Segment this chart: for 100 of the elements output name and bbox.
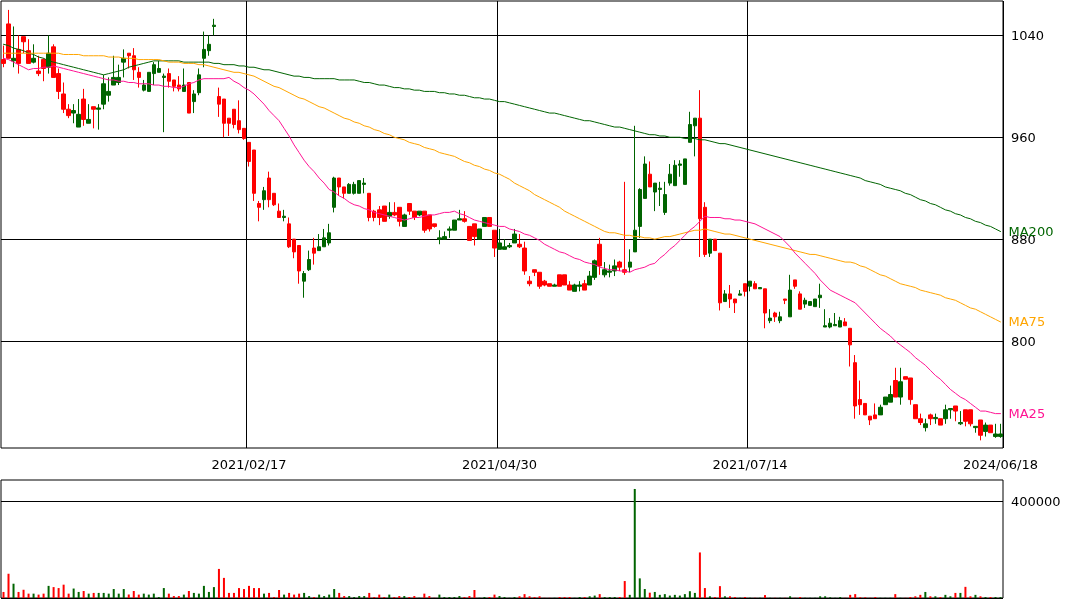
bar bbox=[368, 592, 371, 598]
candlestick bbox=[958, 410, 963, 426]
bar bbox=[122, 589, 125, 598]
candlestick bbox=[793, 279, 797, 290]
series-label: MA75 bbox=[1008, 314, 1046, 330]
candlestick bbox=[197, 68, 201, 96]
candlestick bbox=[307, 250, 311, 272]
candlestick bbox=[663, 181, 667, 216]
y-tick-label: 800 bbox=[1011, 333, 1036, 349]
y-tick-label: 960 bbox=[1011, 129, 1036, 145]
bar bbox=[473, 590, 476, 598]
candlestick bbox=[628, 248, 632, 273]
bar bbox=[718, 586, 721, 598]
candlestick bbox=[978, 419, 983, 441]
candlestick bbox=[262, 186, 266, 211]
candlestick bbox=[718, 252, 722, 311]
candlestick bbox=[783, 298, 787, 305]
bar bbox=[47, 585, 50, 598]
bar bbox=[7, 573, 10, 598]
candlestick bbox=[417, 210, 422, 217]
bar bbox=[52, 587, 55, 598]
candlestick bbox=[713, 238, 717, 252]
bar bbox=[688, 591, 691, 598]
candlestick bbox=[778, 311, 782, 324]
bar bbox=[854, 594, 857, 598]
candlestick bbox=[953, 405, 958, 422]
candlestick bbox=[723, 289, 727, 303]
candlestick bbox=[928, 413, 933, 426]
bar bbox=[303, 592, 306, 598]
y-tick-label: 400000 bbox=[1011, 493, 1061, 509]
candlestick bbox=[648, 160, 652, 188]
candlestick bbox=[597, 237, 602, 276]
bar bbox=[268, 592, 271, 598]
bar bbox=[237, 588, 240, 598]
bar bbox=[72, 588, 75, 598]
bar bbox=[232, 592, 235, 598]
bar bbox=[849, 594, 852, 598]
bar bbox=[673, 594, 676, 598]
bar bbox=[12, 583, 15, 598]
candlestick bbox=[162, 73, 166, 133]
bar bbox=[598, 594, 601, 598]
bar bbox=[919, 594, 922, 598]
candlestick bbox=[617, 260, 622, 272]
candlestick bbox=[582, 279, 587, 291]
x-tick-label: 2021/04/30 bbox=[462, 457, 537, 472]
bar bbox=[92, 592, 95, 598]
bar bbox=[288, 592, 291, 598]
candlestick bbox=[91, 106, 96, 129]
candlestick bbox=[512, 228, 517, 244]
bar bbox=[523, 594, 526, 598]
bar bbox=[633, 488, 636, 598]
series-label: MA25 bbox=[1008, 406, 1046, 422]
candlestick bbox=[121, 48, 126, 78]
candlestick bbox=[137, 66, 141, 89]
candlestick bbox=[988, 424, 993, 434]
candlestick bbox=[26, 38, 31, 64]
bar bbox=[333, 589, 336, 598]
bar bbox=[693, 592, 696, 598]
candlestick bbox=[738, 289, 742, 296]
candlestick bbox=[843, 317, 847, 327]
candlestick bbox=[96, 103, 101, 131]
candlestick bbox=[527, 275, 532, 287]
candlestick bbox=[6, 9, 11, 59]
candlestick bbox=[898, 367, 903, 406]
bar bbox=[192, 592, 195, 598]
bar bbox=[964, 586, 967, 598]
candlestick bbox=[517, 233, 522, 249]
bar bbox=[924, 591, 927, 598]
bar bbox=[212, 587, 215, 598]
bar bbox=[112, 589, 115, 598]
candlestick bbox=[477, 228, 482, 240]
candlestick bbox=[1, 45, 6, 68]
bar bbox=[628, 594, 631, 598]
bar bbox=[97, 592, 100, 598]
bar bbox=[643, 589, 646, 598]
candlestick bbox=[552, 283, 557, 287]
candlestick bbox=[973, 425, 978, 434]
candlestick bbox=[923, 418, 928, 432]
candlestick bbox=[938, 418, 943, 426]
bar bbox=[944, 594, 947, 598]
bar bbox=[242, 589, 245, 598]
bar bbox=[217, 568, 220, 598]
bar bbox=[248, 585, 250, 598]
candlestick bbox=[788, 274, 792, 318]
bar bbox=[278, 590, 281, 598]
bar bbox=[57, 588, 60, 598]
bar bbox=[258, 588, 261, 598]
y-tick-label: 1040 bbox=[1011, 27, 1045, 43]
candlestick bbox=[21, 36, 26, 54]
candlestick bbox=[312, 237, 316, 266]
bar bbox=[658, 594, 661, 598]
bar bbox=[202, 585, 205, 598]
candlestick bbox=[36, 55, 41, 77]
bar bbox=[623, 581, 626, 598]
candlestick bbox=[282, 209, 286, 222]
candlestick bbox=[277, 202, 281, 218]
candlestick bbox=[933, 413, 938, 425]
bar bbox=[162, 588, 165, 598]
candlestick bbox=[878, 404, 883, 416]
bar bbox=[954, 592, 957, 598]
